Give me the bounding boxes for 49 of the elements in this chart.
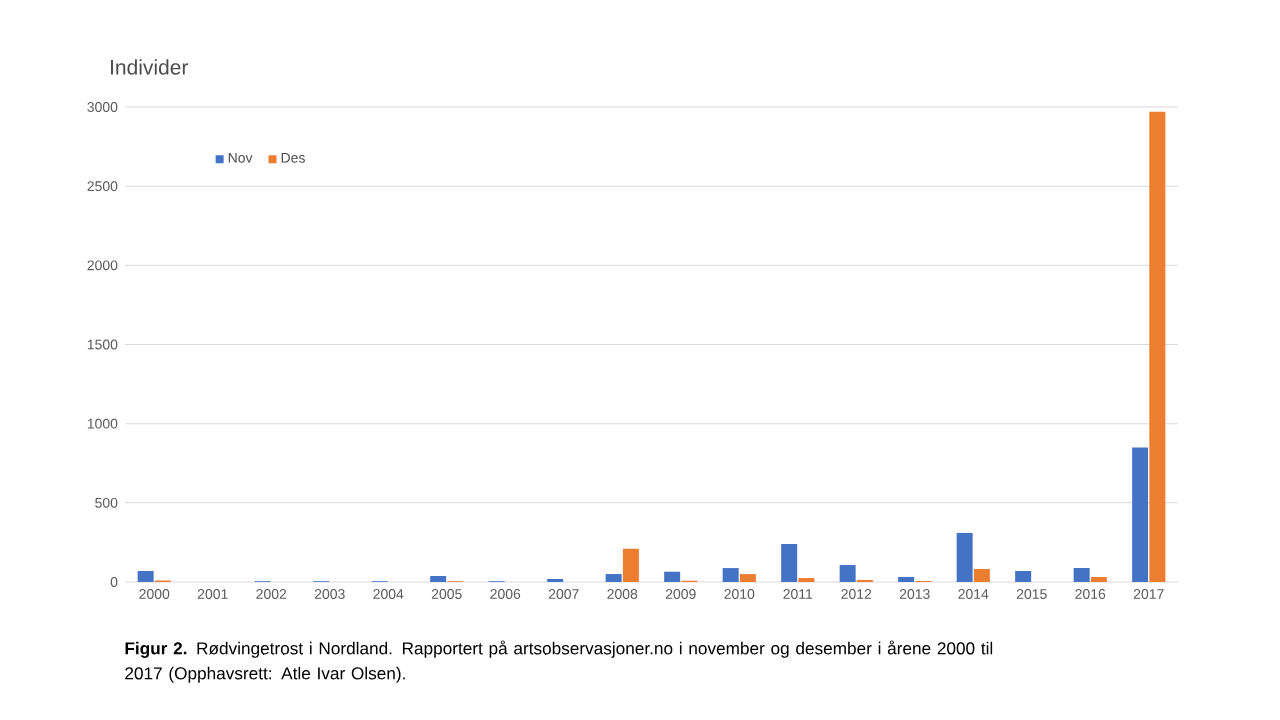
x-tick-label: 2001 xyxy=(197,589,228,599)
y-tick-label: 1000 xyxy=(87,418,118,429)
y-axis-title: Individer xyxy=(111,59,189,75)
bar xyxy=(430,575,447,582)
y-tick-label: 2000 xyxy=(87,260,118,271)
legend-label: Des xyxy=(281,152,305,163)
bar xyxy=(622,548,639,582)
text: Figur 2. Rødvingetrost i Nordland. Rapportert på artsobservasjoner.no i november og desember i årene 2000 til 2017 (Opphavsrett: Atle Ivar Olsen). xyxy=(125,640,993,683)
y-tick-label: 3000 xyxy=(87,102,118,112)
x-tick-label: 2015 xyxy=(1016,589,1047,599)
bar xyxy=(973,569,990,582)
bar xyxy=(856,579,873,582)
bar xyxy=(956,532,973,582)
bar xyxy=(839,565,856,582)
x-tick-label: 2003 xyxy=(314,589,345,599)
x-tick-label: 2002 xyxy=(256,589,287,599)
bar xyxy=(1015,570,1032,582)
bar xyxy=(1149,111,1166,582)
x-tick-label: 2000 xyxy=(139,589,170,599)
legend-label: Nov xyxy=(228,152,253,163)
y-tick-label: 1500 xyxy=(87,339,118,350)
bar xyxy=(1132,447,1149,582)
y-tick-label: 0 xyxy=(110,577,118,587)
bar xyxy=(664,571,681,582)
x-tick-label: 2005 xyxy=(431,589,462,599)
x-tick-label: 2013 xyxy=(899,589,930,599)
bar xyxy=(1073,568,1090,582)
x-tick-label: 2004 xyxy=(373,589,404,599)
bar xyxy=(1090,576,1107,582)
x-tick-label: 2007 xyxy=(548,589,579,599)
bar xyxy=(798,578,815,582)
x-tick-label: 2006 xyxy=(490,589,521,599)
bar xyxy=(739,574,756,582)
x-tick-label: 2011 xyxy=(783,589,813,599)
bar xyxy=(605,574,622,582)
x-tick-label: 2008 xyxy=(607,589,638,599)
bar xyxy=(781,544,798,582)
x-tick-label: 2014 xyxy=(958,589,989,599)
x-tick-label: 2017 xyxy=(1133,589,1164,599)
x-tick-label: 2010 xyxy=(724,589,755,599)
bar xyxy=(722,568,739,582)
x-tick-label: 2012 xyxy=(841,589,872,599)
y-tick-label: 500 xyxy=(95,497,118,508)
x-tick-label: 2009 xyxy=(665,589,696,599)
y-tick-label: 2500 xyxy=(87,181,118,192)
bar xyxy=(137,570,154,582)
bar xyxy=(547,578,564,582)
bar xyxy=(898,576,915,582)
x-tick-label: 2016 xyxy=(1075,589,1106,599)
